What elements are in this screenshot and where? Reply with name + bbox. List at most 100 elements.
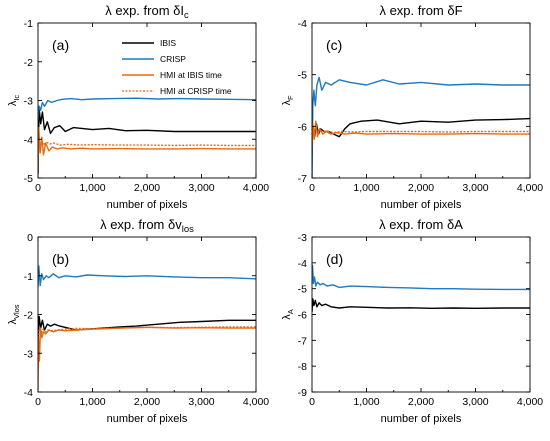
y-tick-label: -5 <box>298 284 307 296</box>
series-line-crisp <box>312 264 530 291</box>
x-axis-title: number of pixels <box>107 199 188 211</box>
y-tick-label: -5 <box>24 173 33 185</box>
plot-frame <box>37 22 257 179</box>
panel-title-main: λ exp. from δI <box>105 3 184 18</box>
series-line-hmi-crisp <box>38 326 256 346</box>
y-tick-label: -4 <box>298 18 307 30</box>
series-line-hmi-ibis <box>38 126 256 169</box>
series-line-ibis <box>38 315 256 342</box>
panel-c: λ exp. from δF 0 1,000 2,000 3,000 4,000 -7 -6 -… <box>281 3 543 211</box>
x-tick-label: 3,000 <box>462 182 488 194</box>
panel-title: λ exp. from δA <box>379 217 463 232</box>
legend-label: HMI at IBIS time <box>160 70 222 80</box>
series-group <box>312 264 530 312</box>
x-tick-label: 1,000 <box>353 182 379 194</box>
y-tick-label: -7 <box>298 173 307 185</box>
series-line-hmi-ibis <box>38 326 256 389</box>
y-axis-title-main: λ <box>7 100 19 106</box>
legend: IBIS CRISP HMI at IBIS time HMI at CRISP ti… <box>122 38 232 96</box>
y-axis-title-sub: Ic <box>12 95 21 101</box>
legend-label: IBIS <box>160 38 176 48</box>
y-tick-label: -2 <box>24 310 33 322</box>
x-tick-label: 1,000 <box>79 182 105 194</box>
plot-frame <box>311 22 531 179</box>
y-tick-label: -3 <box>24 348 33 360</box>
panel-tag: (d) <box>326 251 343 267</box>
panel-title: λ exp. from δF <box>379 3 462 18</box>
y-tick-label: -1 <box>24 271 33 283</box>
y-tick-label: -3 <box>298 232 307 244</box>
y-tick-label: -9 <box>298 387 307 399</box>
series-line-crisp <box>38 97 256 120</box>
panel-tag: (b) <box>52 251 69 267</box>
series-group <box>312 76 530 178</box>
x-tick-label: 0 <box>35 396 41 408</box>
x-tick-label: 4,000 <box>243 182 269 194</box>
y-axis-title: λF <box>281 95 295 106</box>
plot-frame <box>37 236 257 393</box>
legend-label: CRISP <box>160 54 186 64</box>
y-tick-label: 0 <box>27 232 33 244</box>
y-tick-label: -3 <box>24 96 33 108</box>
panel-title: λ exp. from δIc <box>105 3 189 21</box>
series-line-ibis <box>38 107 256 175</box>
legend-label: HMI at CRISP time <box>160 86 232 96</box>
x-tick-label: 3,000 <box>188 182 214 194</box>
x-tick-label: 3,000 <box>188 396 214 408</box>
x-tick-label: 2,000 <box>134 182 160 194</box>
y-tick-label: -4 <box>24 134 33 146</box>
y-tick-label: -7 <box>298 335 307 347</box>
y-tick-label: -5 <box>298 70 307 82</box>
y-axis-title: λA <box>281 309 295 320</box>
series-line-ibis <box>312 298 530 312</box>
x-axis-title: number of pixels <box>381 413 462 425</box>
x-axis-title: number of pixels <box>107 413 188 425</box>
panel-title-main: λ exp. from δA <box>379 217 463 232</box>
y-axis-title-main: λ <box>281 314 293 320</box>
series-line-hmi-crisp <box>312 125 530 142</box>
series-line-ibis <box>312 117 530 142</box>
y-axis-title-sub: A <box>286 309 295 314</box>
panel-title-sub: c <box>184 10 189 21</box>
series-line-crisp <box>38 265 256 288</box>
y-tick-label: -4 <box>24 387 33 399</box>
y-tick-label: -2 <box>24 57 33 69</box>
x-tick-label: 2,000 <box>134 396 160 408</box>
panel-title: λ exp. from δvlos <box>100 217 194 235</box>
y-tick-label: -4 <box>298 258 307 270</box>
plot-frame <box>311 236 531 393</box>
x-tick-label: 0 <box>309 396 315 408</box>
panel-title-main: λ exp. from δv <box>100 217 182 232</box>
series-line-hmi-ibis <box>312 120 530 148</box>
panel-b: λ exp. from δvlos 0 1,000 2,000 3,000 4,000 -4… <box>7 217 269 425</box>
panel-title-sub: los <box>182 224 194 235</box>
x-tick-label: 3,000 <box>462 396 488 408</box>
x-tick-label: 2,000 <box>408 396 434 408</box>
y-tick-label: -6 <box>298 310 307 322</box>
series-line-hmi-crisp <box>38 138 256 163</box>
panel-tag: (a) <box>52 37 69 53</box>
series-group <box>38 265 256 389</box>
series-line-crisp <box>312 76 530 178</box>
series-group <box>38 97 256 175</box>
x-axis-title: number of pixels <box>381 199 462 211</box>
y-axis-title-main: λ <box>7 319 19 325</box>
x-tick-label: 1,000 <box>79 396 105 408</box>
panel-title-main: λ exp. from δF <box>379 3 462 18</box>
y-axis-title-main: λ <box>281 100 293 106</box>
y-axis-title: λIc <box>7 95 21 107</box>
x-tick-label: 0 <box>35 182 41 194</box>
y-tick-label: -1 <box>24 18 33 30</box>
y-tick-label: -6 <box>298 121 307 133</box>
panel-d: λ exp. from δA 0 1,000 2,000 3,000 4,000 -9 -8 -… <box>281 217 543 425</box>
y-axis-title-sub: F <box>286 95 295 100</box>
x-tick-label: 1,000 <box>353 396 379 408</box>
panel-tag: (c) <box>326 37 342 53</box>
x-tick-label: 4,000 <box>517 396 543 408</box>
x-tick-label: 0 <box>309 182 315 194</box>
y-axis-title: λVlos <box>7 304 21 324</box>
x-tick-label: 2,000 <box>408 182 434 194</box>
x-tick-label: 4,000 <box>517 182 543 194</box>
y-axis-title-sub: Vlos <box>12 304 21 319</box>
